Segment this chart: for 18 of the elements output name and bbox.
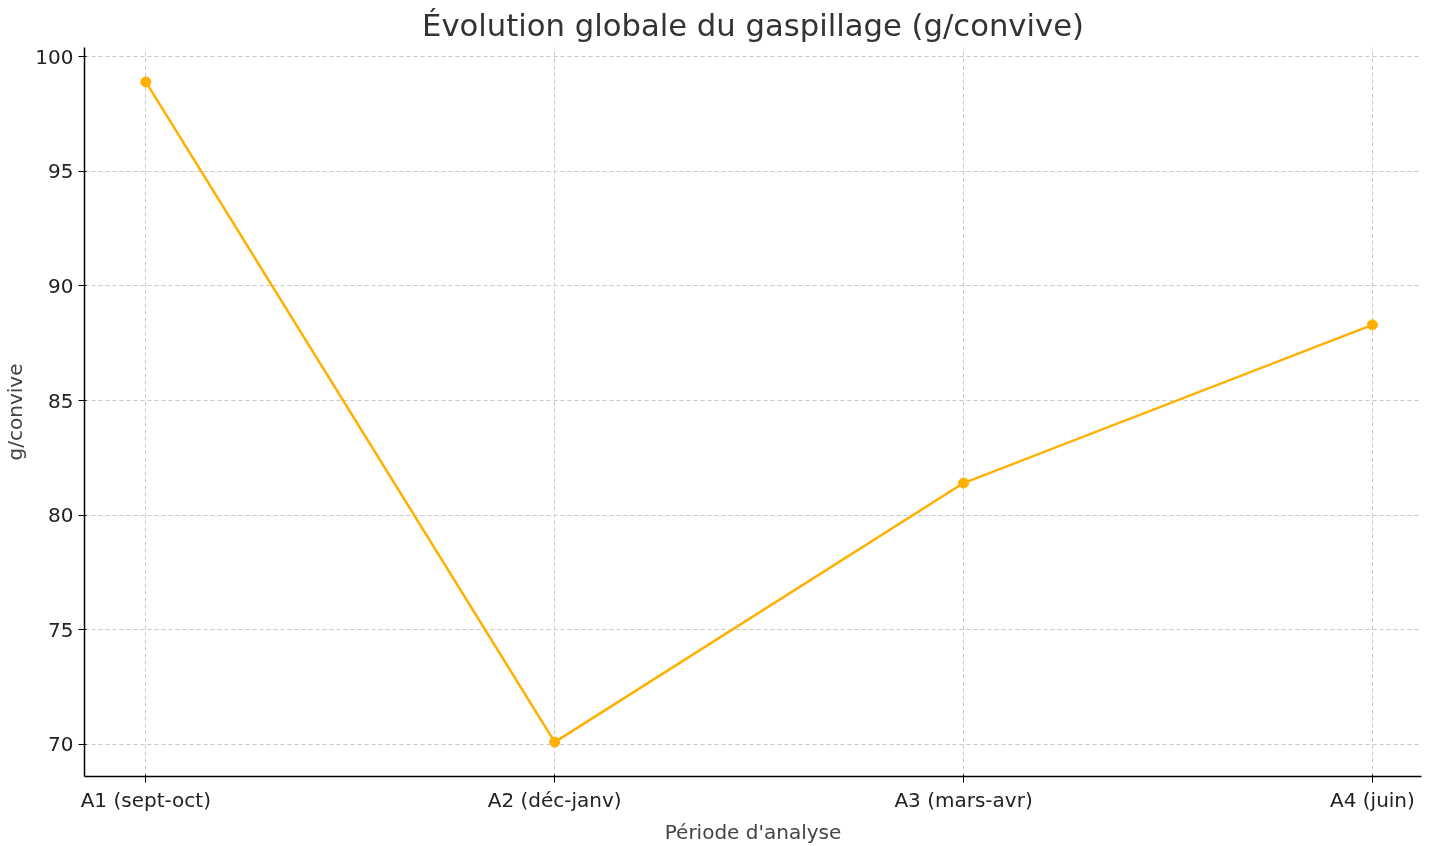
x-tick-label: A4 (juin)	[1330, 787, 1415, 812]
x-tick-label: A2 (déc-janv)	[487, 787, 622, 812]
chart-title: Évolution globale du gaspillage (g/convive)	[422, 7, 1084, 43]
x-axis-title: Période d'analyse	[664, 819, 842, 844]
point	[140, 76, 152, 88]
y-tick-label: 85	[48, 388, 74, 413]
y-tick-label: 70	[48, 732, 74, 757]
point	[1366, 319, 1378, 331]
y-tick-label: 95	[48, 159, 74, 184]
point	[549, 736, 561, 748]
point	[958, 477, 970, 489]
y-axis-title: g/convive	[3, 363, 28, 461]
y-tick-label: 90	[48, 273, 74, 298]
x-tick-label: A3 (mars-avr)	[894, 787, 1033, 812]
y-tick-label: 75	[48, 617, 74, 642]
x-tick-label: A1 (sept-oct)	[80, 787, 211, 812]
y-tick-label: 80	[48, 503, 74, 528]
y-tick-label: 100	[35, 44, 74, 69]
